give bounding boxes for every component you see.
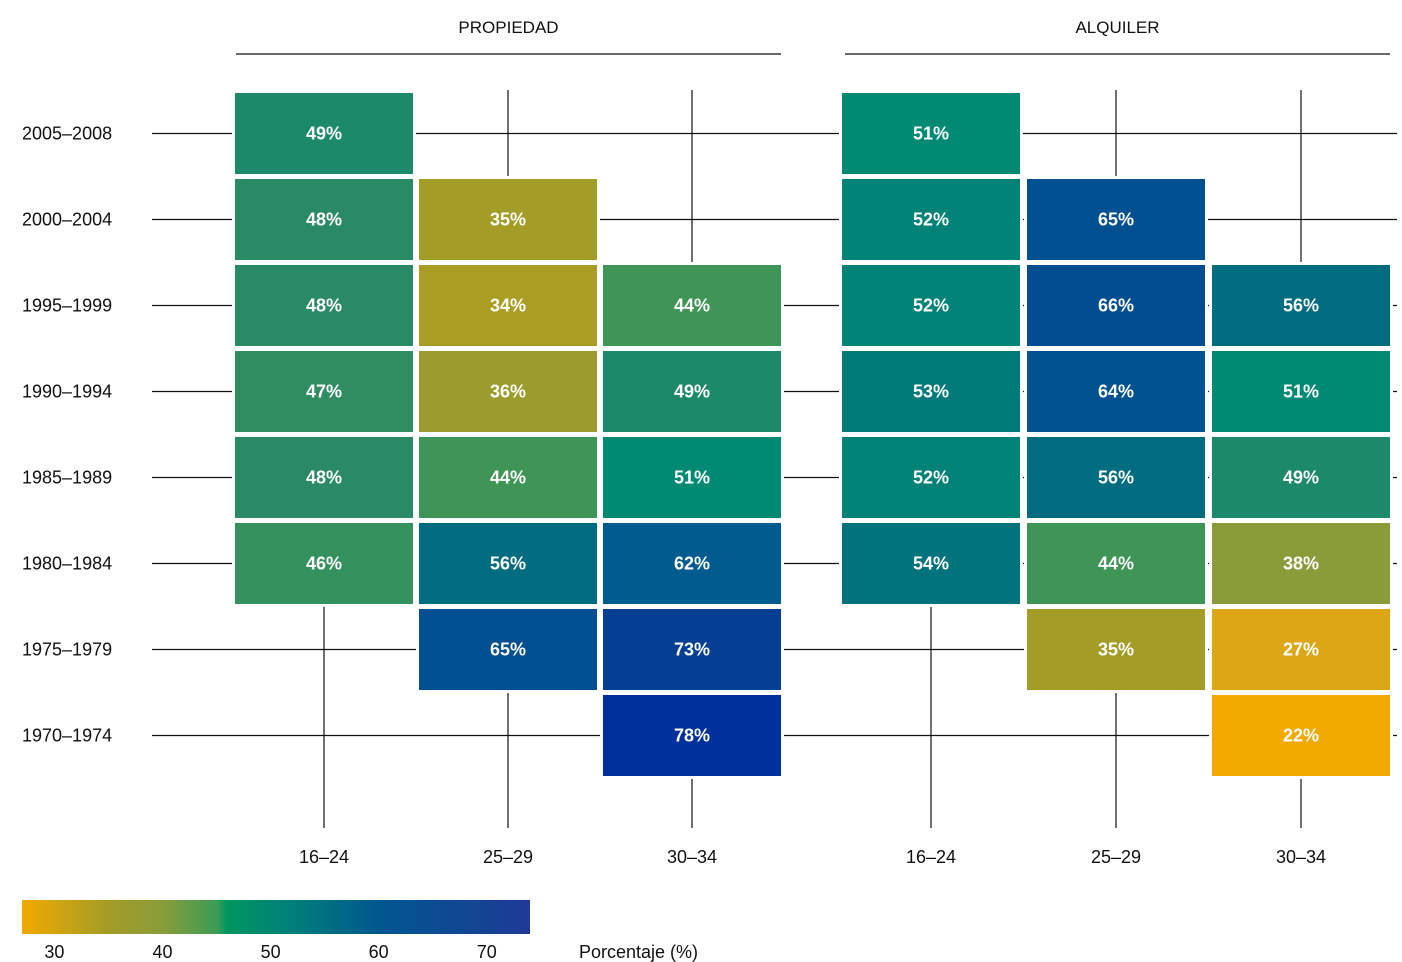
cell-value-label: 49% <box>1283 468 1319 488</box>
column-label: 16–24 <box>906 847 956 867</box>
cell-value-label: 54% <box>913 554 949 574</box>
heatmap-cell <box>235 93 413 174</box>
cell-value-label: 48% <box>306 210 342 230</box>
cell-value-label: 48% <box>306 296 342 316</box>
row-label: 2005–2008 <box>22 124 112 144</box>
colorbar-legend: 30 40 50 60 70 Porcentaje (%) <box>22 900 698 962</box>
row-label: 1985–1989 <box>22 468 112 488</box>
heatmap-cell <box>603 351 781 432</box>
heatmap-cell <box>235 351 413 432</box>
heatmap-cells <box>232 90 1393 779</box>
cell-value-label: 49% <box>674 382 710 402</box>
heatmap-cell <box>419 351 597 432</box>
column-label: 30–34 <box>667 847 717 867</box>
colorbar <box>22 900 530 934</box>
heatmap-cell <box>1212 609 1390 690</box>
cell-value-label: 34% <box>490 296 526 316</box>
cell-value-label: 27% <box>1283 640 1319 660</box>
row-label: 2000–2004 <box>22 210 112 230</box>
heatmap-cell <box>842 93 1020 174</box>
heatmap-cell <box>1212 695 1390 776</box>
heatmap-cell <box>1212 437 1390 518</box>
cell-value-label: 44% <box>1098 554 1134 574</box>
cell-value-label: 56% <box>490 554 526 574</box>
heatmap-cell <box>603 609 781 690</box>
panel-title: PROPIEDAD <box>458 18 558 37</box>
cell-value-label: 35% <box>490 210 526 230</box>
heatmap-cell <box>235 265 413 346</box>
heatmap-cell <box>603 523 781 604</box>
cell-value-label: 56% <box>1283 296 1319 316</box>
colorbar-tick-label: 60 <box>369 942 389 962</box>
cell-value-label: 52% <box>913 210 949 230</box>
heatmap-cell <box>235 179 413 260</box>
row-label: 1980–1984 <box>22 554 112 574</box>
cell-value-label: 51% <box>913 124 949 144</box>
column-label: 30–34 <box>1276 847 1326 867</box>
cell-value-label: 36% <box>490 382 526 402</box>
heatmap-cell <box>1027 609 1205 690</box>
heatmap-cell <box>842 437 1020 518</box>
heatmap-cell <box>603 265 781 346</box>
cell-value-label: 52% <box>913 296 949 316</box>
cell-value-label: 46% <box>306 554 342 574</box>
heatmap-cell <box>1212 265 1390 346</box>
heatmap-cell <box>1027 265 1205 346</box>
cell-value-label: 53% <box>913 382 949 402</box>
heatmap-cell <box>842 351 1020 432</box>
heatmap-cell <box>235 523 413 604</box>
heatmap-cell <box>1212 351 1390 432</box>
cell-value-label: 65% <box>490 640 526 660</box>
heatmap-cell <box>1027 179 1205 260</box>
chart-labels: 49% 48% 35% 48% 34% 44% 47% 36% 49% 48% 44% 51% 46% 5… <box>22 18 1326 867</box>
cell-value-label: 78% <box>674 726 710 746</box>
panel-title: ALQUILER <box>1075 18 1159 37</box>
row-label: 1975–1979 <box>22 640 112 660</box>
heatmap-cell <box>1027 437 1205 518</box>
column-label: 25–29 <box>1091 847 1141 867</box>
heatmap-cell <box>419 265 597 346</box>
heatmap-cell <box>842 265 1020 346</box>
colorbar-tick-label: 30 <box>44 942 64 962</box>
cell-value-label: 44% <box>674 296 710 316</box>
heatmap-cell <box>1212 523 1390 604</box>
heatmap-cell <box>419 179 597 260</box>
heatmap-cell <box>842 179 1020 260</box>
cell-value-label: 73% <box>674 640 710 660</box>
cell-value-label: 51% <box>1283 382 1319 402</box>
colorbar-title: Porcentaje (%) <box>579 942 698 962</box>
cell-value-label: 48% <box>306 468 342 488</box>
cell-value-label: 35% <box>1098 640 1134 660</box>
colorbar-tick-label: 70 <box>477 942 497 962</box>
heatmap-cell <box>235 437 413 518</box>
cell-value-label: 51% <box>674 468 710 488</box>
cell-value-label: 22% <box>1283 726 1319 746</box>
colorbar-tick-label: 50 <box>261 942 281 962</box>
heatmap-cell <box>1027 523 1205 604</box>
row-label: 1970–1974 <box>22 726 112 746</box>
heatmap-cell <box>1027 351 1205 432</box>
heatmap-cell <box>419 523 597 604</box>
heatmap-cell <box>419 609 597 690</box>
heatmap-cell <box>603 695 781 776</box>
cell-value-label: 56% <box>1098 468 1134 488</box>
colorbar-tick-label: 40 <box>152 942 172 962</box>
cell-value-label: 65% <box>1098 210 1134 230</box>
cell-value-label: 38% <box>1283 554 1319 574</box>
heatmap-cell <box>603 437 781 518</box>
cell-value-label: 44% <box>490 468 526 488</box>
cell-value-label: 47% <box>306 382 342 402</box>
cell-value-label: 64% <box>1098 382 1134 402</box>
heatmap-cell <box>419 437 597 518</box>
cell-value-label: 66% <box>1098 296 1134 316</box>
heatmap-cell <box>842 523 1020 604</box>
column-label: 16–24 <box>299 847 349 867</box>
cell-value-label: 49% <box>306 124 342 144</box>
column-label: 25–29 <box>483 847 533 867</box>
cell-value-label: 62% <box>674 554 710 574</box>
cell-value-label: 52% <box>913 468 949 488</box>
row-label: 1990–1994 <box>22 382 112 402</box>
row-label: 1995–1999 <box>22 296 112 316</box>
